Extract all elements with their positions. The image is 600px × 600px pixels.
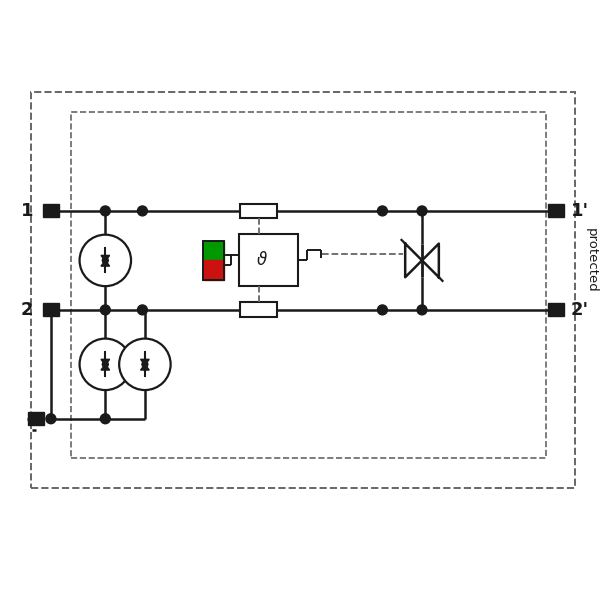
Text: protected: protected: [585, 228, 598, 293]
Text: 1: 1: [21, 202, 34, 220]
Bar: [240, 203, 277, 218]
Circle shape: [142, 361, 148, 367]
Circle shape: [80, 338, 131, 390]
Circle shape: [100, 305, 110, 315]
Circle shape: [137, 206, 148, 216]
Circle shape: [119, 338, 170, 390]
Bar: [71, 112, 546, 458]
Bar: [203, 241, 224, 280]
Circle shape: [46, 414, 56, 424]
Circle shape: [46, 305, 56, 315]
Circle shape: [377, 305, 388, 315]
Polygon shape: [140, 364, 149, 370]
Text: 2': 2': [571, 301, 589, 319]
Bar: [28, 412, 44, 425]
Bar: [203, 241, 224, 260]
Bar: [548, 304, 563, 316]
Polygon shape: [101, 256, 110, 261]
Polygon shape: [101, 359, 110, 365]
Circle shape: [100, 414, 110, 424]
Circle shape: [103, 257, 108, 263]
Bar: [43, 304, 59, 316]
Bar: [203, 260, 224, 280]
Text: 1': 1': [571, 202, 589, 220]
Circle shape: [377, 206, 388, 216]
Polygon shape: [101, 364, 110, 370]
Polygon shape: [101, 260, 110, 266]
Circle shape: [103, 361, 108, 367]
Bar: [239, 235, 298, 286]
Bar: [548, 205, 563, 217]
Text: 2: 2: [21, 301, 34, 319]
Circle shape: [417, 305, 427, 315]
Text: $\vartheta$: $\vartheta$: [256, 251, 268, 269]
Bar: [31, 92, 575, 488]
Circle shape: [137, 305, 148, 315]
Bar: [240, 302, 277, 317]
Circle shape: [417, 206, 427, 216]
Bar: [43, 205, 59, 217]
Polygon shape: [140, 359, 149, 365]
Circle shape: [100, 206, 110, 216]
Circle shape: [80, 235, 131, 286]
